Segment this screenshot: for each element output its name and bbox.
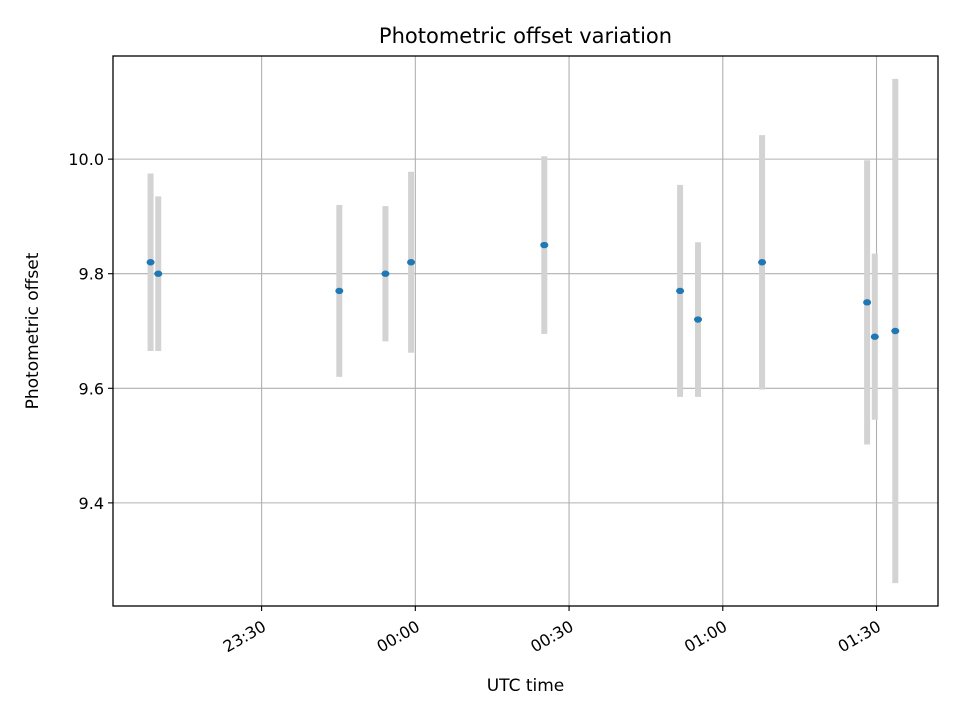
data-point xyxy=(407,259,416,266)
y-tick-label: 9.4 xyxy=(79,494,104,513)
data-point xyxy=(891,327,900,335)
chart-title: Photometric offset variation xyxy=(379,24,672,48)
data-points xyxy=(146,241,900,340)
data-point xyxy=(335,287,344,295)
y-tick-label: 9.8 xyxy=(79,265,104,284)
y-tick-label: 10.0 xyxy=(68,150,104,169)
data-point xyxy=(758,259,767,266)
y-axis-label: Photometric offset xyxy=(23,252,43,409)
data-point xyxy=(540,241,549,249)
data-point xyxy=(863,299,872,306)
data-point xyxy=(146,259,155,266)
x-axis-label: UTC time xyxy=(487,676,565,696)
data-point xyxy=(694,316,703,323)
data-point xyxy=(676,287,685,295)
data-point xyxy=(870,333,879,340)
data-point xyxy=(154,270,163,277)
plot-area-frame xyxy=(112,55,939,607)
data-point xyxy=(381,270,390,277)
y-tick-label: 9.6 xyxy=(79,379,104,398)
